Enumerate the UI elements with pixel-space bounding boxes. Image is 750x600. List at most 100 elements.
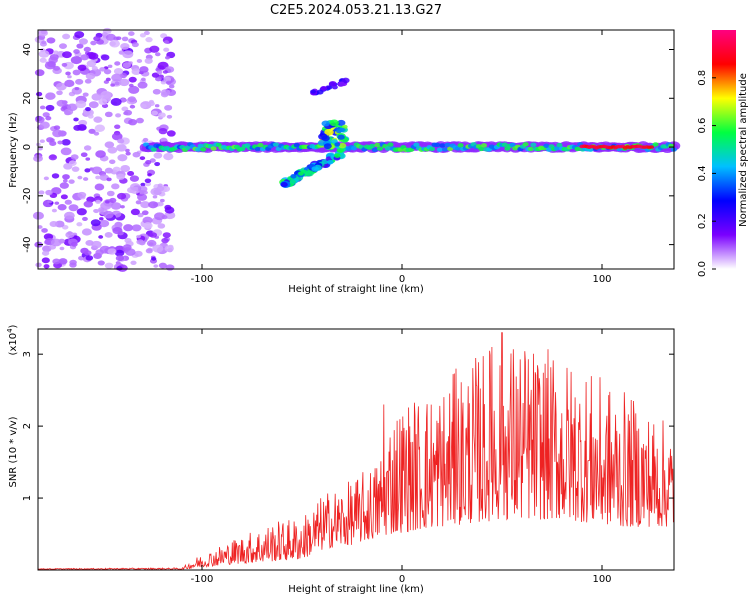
spectrogram-cell [58,258,68,265]
spectrogram-cell [168,84,175,89]
spectrogram-cell [68,160,77,166]
spectrogram-cell [137,193,148,201]
spectrogram-cell [337,134,345,140]
spectrogram-y-tick-label: -20 [22,188,33,204]
spectrogram-cell [74,87,80,91]
spectrogram-cell [155,76,162,82]
spectrogram-cell [90,40,97,46]
spectrogram-cell [369,143,376,149]
snr-scale-exponent: 4 [6,328,14,333]
spectrogram-cell [76,43,84,49]
spectrogram-cell [200,147,207,152]
spectrogram-cell [62,174,70,180]
spectrogram-cell [162,232,171,239]
spectrogram-cell [121,36,129,42]
spectrogram-cell [154,212,165,221]
spectrogram-cell [122,62,131,69]
spectrogram-cell [290,174,297,179]
colorbar-tick-label: 0.0 [697,261,708,277]
spectrogram-cell [37,225,43,229]
spectrogram-cell [160,80,167,85]
spectrogram-cell [164,245,174,252]
spectrogram-cell [39,121,50,129]
spectrogram-cell [128,76,137,83]
spectrogram-cell [152,88,161,95]
spectrogram-cell [106,177,112,182]
spectrogram-cell [293,143,300,148]
snr-x-tick-label: 0 [399,574,405,585]
spectrogram-cell [154,104,160,108]
spectrogram-cell [210,146,217,151]
spectrogram-cell [112,166,121,173]
spectrogram-cell [80,54,89,61]
spectrogram-cell [107,146,118,154]
spectrogram-cell [83,177,89,181]
spectrogram-cell [194,147,202,152]
spectrogram-cell [125,148,130,153]
spectrogram-cell [103,210,114,219]
spectrogram-cell [144,181,151,187]
spectrogram-cell [130,260,137,266]
spectrogram-cell [83,46,92,53]
spectrogram-cell [61,139,71,146]
spectrogram-cell [93,131,100,136]
spectrogram-cell [98,235,104,239]
spectrogram-cell [127,96,137,103]
spectrogram-cell [257,142,264,148]
spectrogram-cell [104,231,113,238]
spectrogram-cell [65,231,75,239]
spectrogram-cell [164,204,172,211]
spectrogram-cell [122,244,132,251]
spectrogram-cell [339,127,346,133]
spectrogram-cell [137,212,144,218]
spectrogram-cell [197,143,204,149]
spectrogram-cell [45,189,53,196]
spectrogram-y-tick-label: 20 [22,92,33,105]
spectrogram-cell [152,195,158,199]
spectrogram-cell [123,224,134,232]
spectrogram-cell [97,260,105,266]
spectrogram-cell [109,197,117,203]
spectrogram-cell [145,248,153,254]
spectrogram-cell [104,141,115,149]
spectrogram-cell [110,98,122,106]
spectrogram-cell [98,219,110,228]
snr-panel: -100 0 100 1 2 3 Height of straight line (km… [6,324,675,595]
spectrogram-cell [166,130,176,137]
spectrogram-cell [140,77,146,82]
spectrogram-cell [74,31,85,39]
snr-line-layer [37,332,675,571]
spectrogram-cell [136,234,141,239]
spectrogram-cell [45,104,55,112]
spectrogram-cell [128,85,140,94]
spectrogram-cell [100,90,112,99]
spectrogram-cell [122,50,134,59]
spectrogram-cell [444,142,451,148]
spectrogram-cell [104,111,113,118]
spectrogram-cell [77,175,83,180]
snr-y-tick-label: 1 [22,495,33,501]
spectrogram-cell [157,201,164,207]
spectrogram-cell [334,142,341,147]
spectrogram-cell [129,104,136,109]
spectrogram-cell [60,147,72,156]
spectrogram-cell [98,98,108,106]
spectrogram-cell [114,61,121,66]
spectrogram-cell [441,147,449,152]
spectrogram-cell [151,110,159,116]
spectrogram-cell [56,99,67,107]
spectrogram-cell [38,29,48,37]
snr-scale-note: (x104) [6,324,19,355]
spectrogram-cell [116,36,122,41]
spectrogram-cell [156,185,165,192]
spectrogram-cell [117,154,128,162]
spectrogram-cell [139,33,146,38]
spectrogram-cell [100,54,110,61]
spectrogram-cell [52,50,59,55]
spectrogram-cell [384,146,391,151]
spectrogram-cell [76,208,87,216]
spectrogram-cell [83,145,92,151]
spectrogram-cell [140,201,150,209]
spectrogram-cell [111,73,123,82]
spectrogram-cell [104,262,114,269]
